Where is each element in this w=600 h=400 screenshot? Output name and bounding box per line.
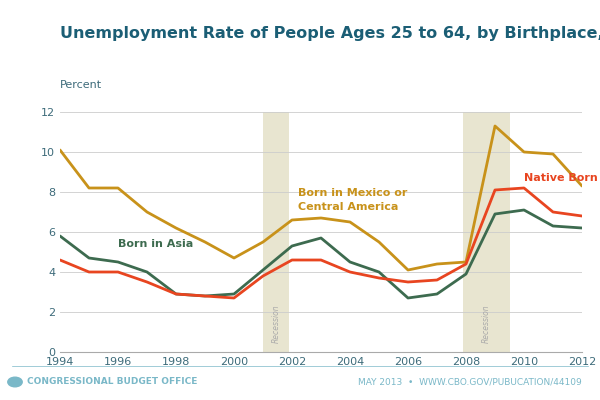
Text: Native Born: Native Born bbox=[524, 173, 598, 183]
Text: Recession: Recession bbox=[482, 304, 491, 343]
Text: Unemployment Rate of People Ages 25 to 64, by Birthplace, 1994 to 2012: Unemployment Rate of People Ages 25 to 6… bbox=[60, 26, 600, 41]
Text: Recession: Recession bbox=[272, 304, 281, 343]
Bar bbox=[263, 112, 289, 352]
Text: MAY 2013  •  WWW.CBO.GOV/PUBUCATION/44109: MAY 2013 • WWW.CBO.GOV/PUBUCATION/44109 bbox=[358, 378, 582, 386]
Text: CONGRESSIONAL BUDGET OFFICE: CONGRESSIONAL BUDGET OFFICE bbox=[27, 378, 197, 386]
Text: Percent: Percent bbox=[60, 80, 102, 90]
Text: Born in Mexico or
Central America: Born in Mexico or Central America bbox=[298, 188, 407, 212]
Bar bbox=[463, 112, 509, 352]
Text: Born in Asia: Born in Asia bbox=[118, 239, 193, 249]
